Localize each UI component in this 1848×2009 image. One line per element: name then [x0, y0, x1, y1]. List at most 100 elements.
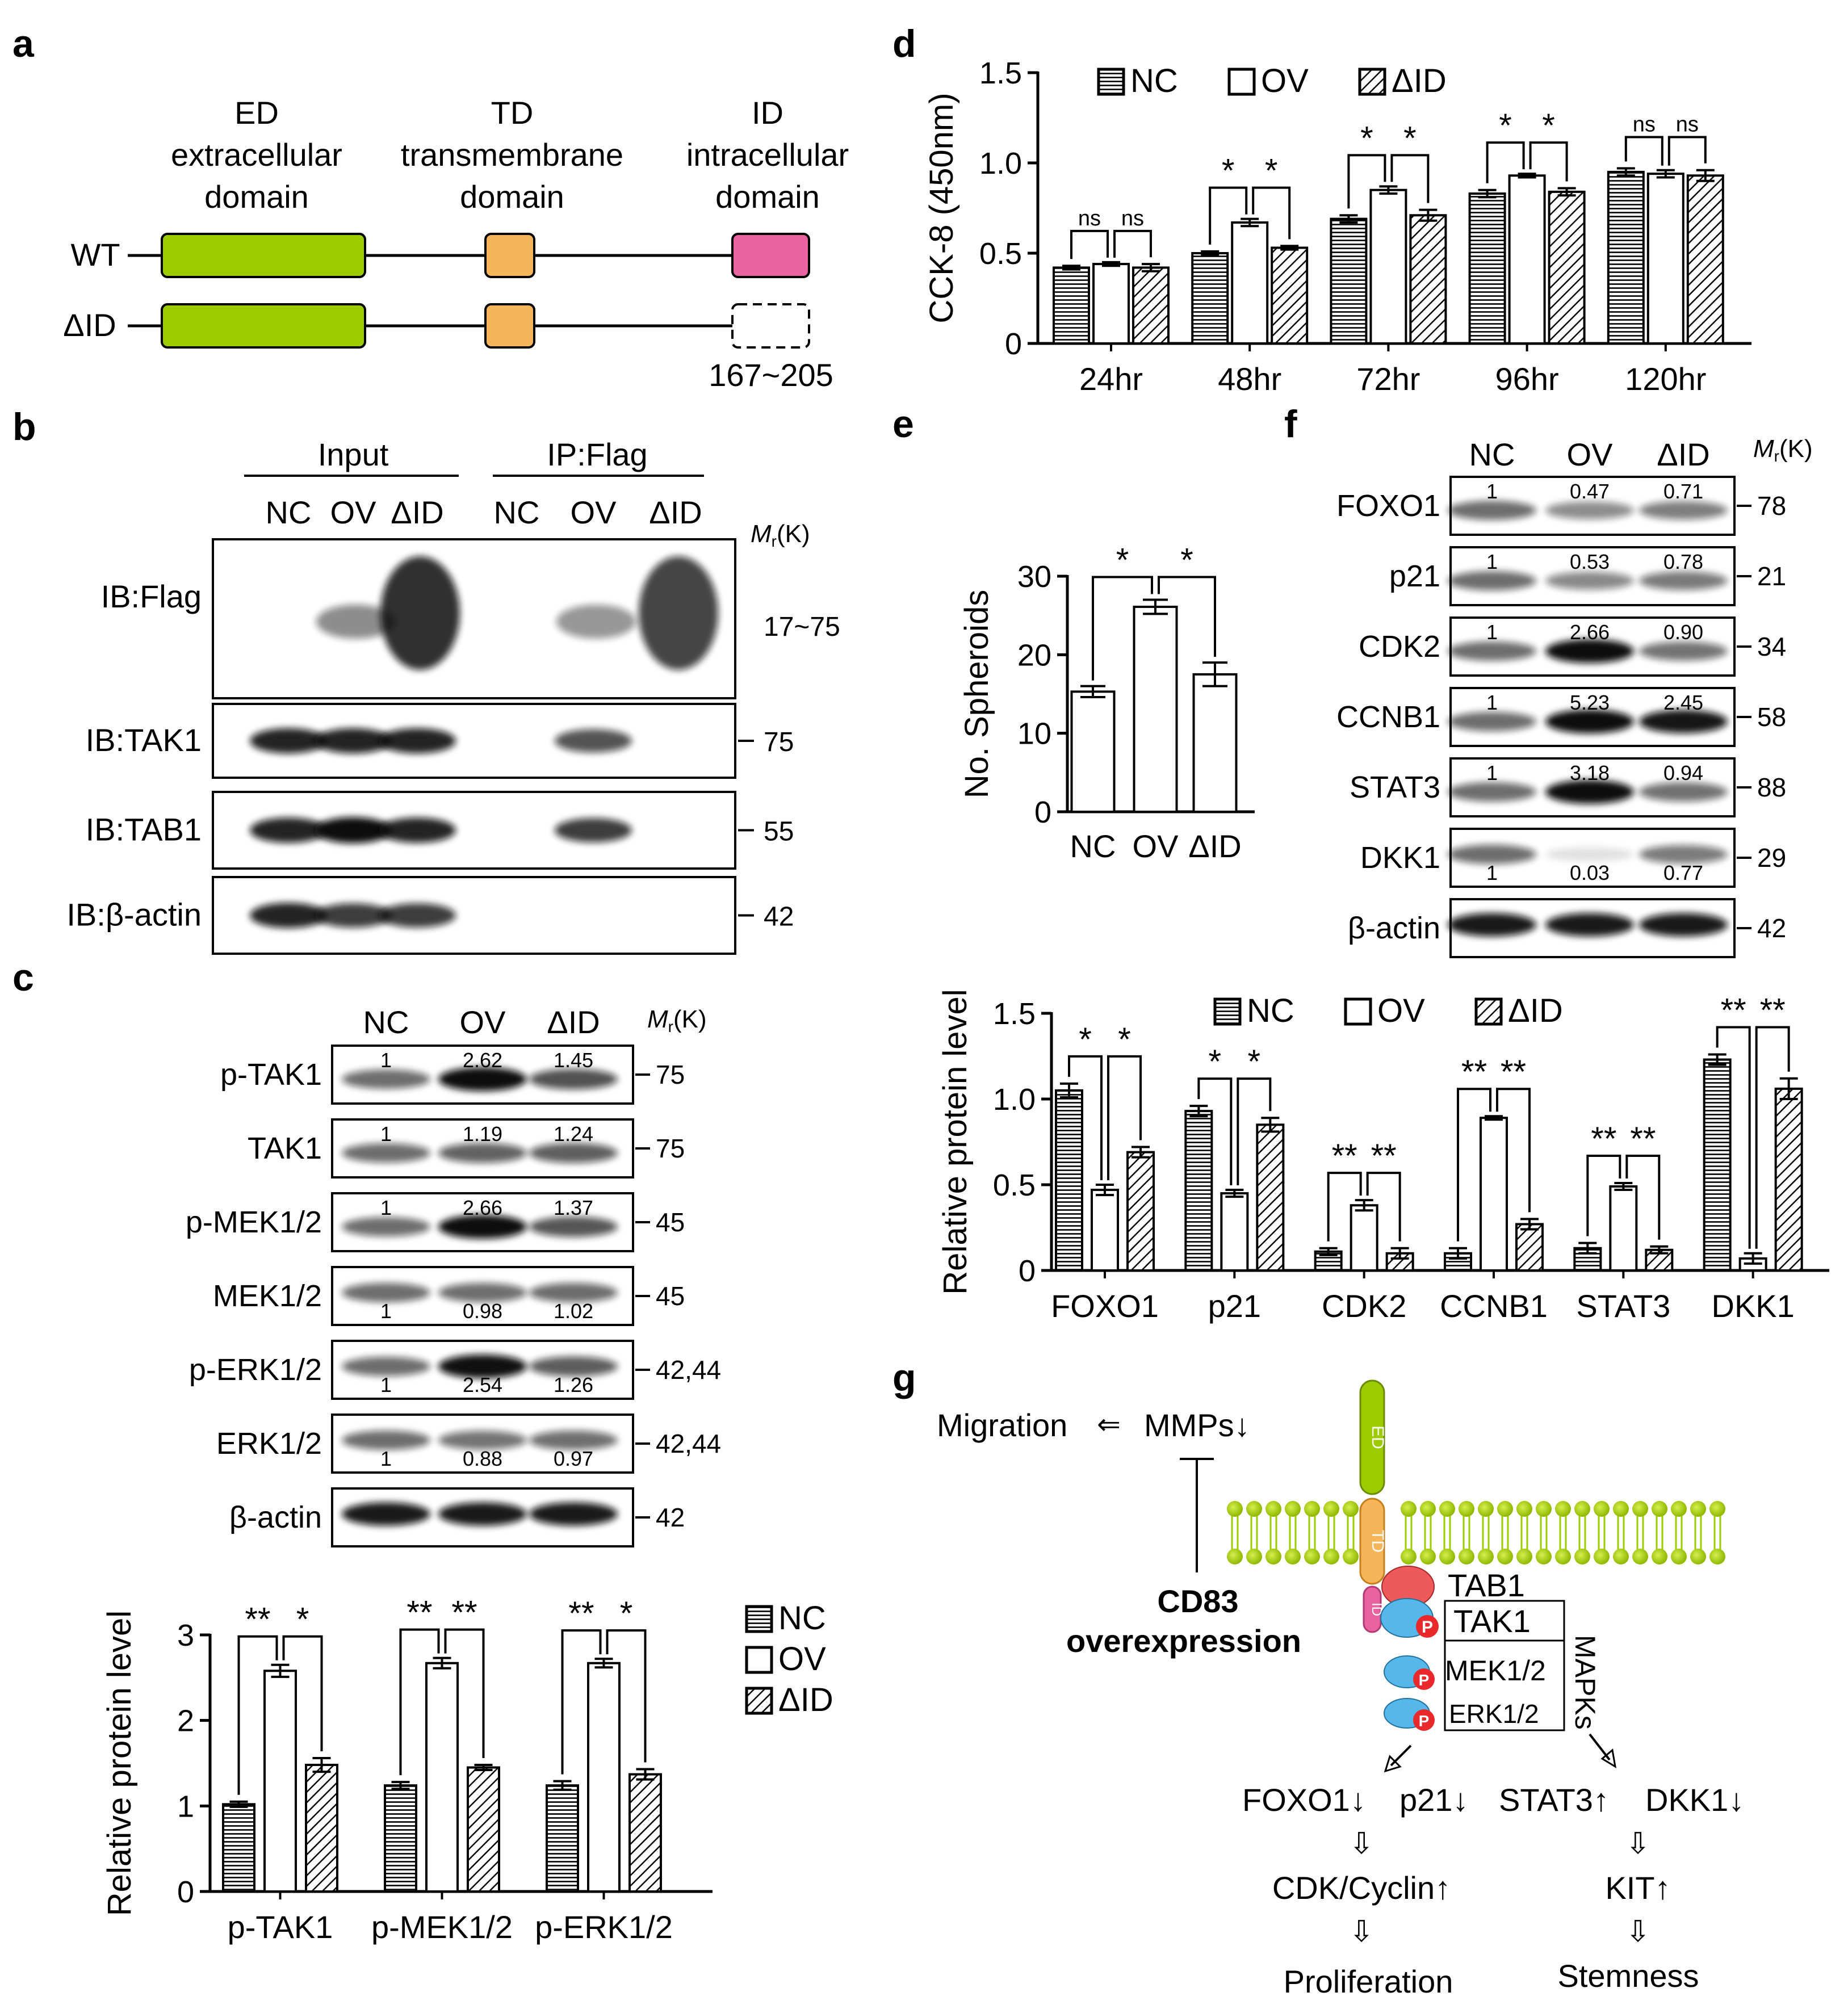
- panel-b-western: Input IP:Flag NC OV ΔID NC OV ΔID Mr(K) IB:Fl…: [66, 437, 840, 955]
- significance-label: *: [1222, 153, 1235, 190]
- panel-label-c: c: [12, 956, 34, 999]
- f-band: [1545, 780, 1634, 804]
- legend-label: ΔID: [1392, 62, 1447, 99]
- f-mr-value: 29: [1757, 843, 1786, 873]
- f-band: [1448, 782, 1536, 802]
- wt-id-box: [731, 233, 810, 278]
- lipid-head: [1555, 1549, 1571, 1565]
- c-mr-value: 45: [656, 1281, 685, 1311]
- lipid-head: [1265, 1549, 1281, 1565]
- bar: [1774, 1087, 1803, 1272]
- arrow-to-stemness: ⇩: [1625, 1915, 1650, 1948]
- tab1-label: TAB1: [1448, 1567, 1525, 1603]
- lipid-head: [1265, 1501, 1281, 1517]
- c-quant-value: 0.88: [463, 1447, 502, 1470]
- c-band: [529, 1143, 618, 1163]
- significance-bracket: [561, 1629, 602, 1775]
- lipid-head: [1323, 1549, 1339, 1565]
- b-mr-value: 75: [764, 727, 794, 757]
- f-quant-value: 0.53: [1570, 550, 1610, 573]
- f-quant-value: 1: [1486, 480, 1498, 503]
- legend-label: NC: [1247, 992, 1294, 1029]
- dkk1-down-label: DKK1↓: [1645, 1782, 1744, 1818]
- arrow-to-foxo-shaft: [1390, 1744, 1412, 1767]
- b-lane-label: ΔID: [649, 494, 702, 530]
- c-band: [529, 1217, 618, 1237]
- domain-id-name: intracellular: [686, 137, 849, 173]
- bar: [587, 1662, 621, 1893]
- significance-bracket: [1366, 1172, 1401, 1242]
- tak1-label: TAK1: [1453, 1603, 1531, 1639]
- bar: [1091, 1189, 1119, 1272]
- mek-label: MEK1/2: [1445, 1655, 1546, 1687]
- c-quant-value: 1: [380, 1373, 392, 1396]
- lipid-head: [1516, 1501, 1532, 1517]
- y-tick-label: 1.0: [993, 1083, 1036, 1117]
- f-mr-value: 42: [1757, 913, 1786, 943]
- bar: [1184, 1110, 1213, 1272]
- legend-swatch: [745, 1646, 773, 1674]
- f-band: [1448, 501, 1536, 520]
- f-quant-value: 1: [1486, 861, 1498, 884]
- lipid-head: [1497, 1501, 1513, 1517]
- y-tick-label: 3: [177, 1618, 194, 1653]
- bar: [1220, 1192, 1249, 1272]
- significance-bracket: [1390, 154, 1430, 203]
- c-band: [342, 1431, 430, 1450]
- bar: [467, 1766, 500, 1893]
- cd83-td-segment: [1359, 1498, 1385, 1585]
- bar: [1350, 1204, 1378, 1272]
- c-quant-value: 1.37: [554, 1196, 593, 1219]
- x-tick-label: NC: [1070, 828, 1116, 864]
- group-ip-label: IP:Flag: [547, 437, 647, 472]
- panel-b-lane-labels: NC OV ΔID NC OV ΔID: [266, 494, 702, 530]
- b-band: [315, 903, 392, 928]
- b-band: [316, 605, 396, 639]
- b-band: [315, 728, 392, 754]
- b-lane-label: ΔID: [391, 494, 443, 530]
- b-band: [379, 728, 456, 754]
- f-quant-value: 0.03: [1570, 861, 1610, 884]
- f-band: [1448, 913, 1536, 937]
- f-band: [1639, 710, 1728, 733]
- lipid-head: [1671, 1549, 1687, 1565]
- lipid-head: [1574, 1501, 1590, 1517]
- x-tick-label: 96hr: [1495, 361, 1559, 397]
- significance-label: **: [1760, 992, 1786, 1029]
- did-td-box: [484, 303, 535, 349]
- significance-label: **: [1721, 992, 1746, 1029]
- f-mr-value: 34: [1757, 632, 1786, 661]
- c-mr-value: 42,44: [656, 1355, 721, 1385]
- f-band: [1639, 845, 1728, 864]
- significance-bracket: [1327, 1172, 1362, 1242]
- significance-label: **: [245, 1601, 270, 1638]
- legend-swatch: [1227, 68, 1256, 96]
- b-band: [556, 605, 636, 639]
- panel-f-lane-labels: NC OV ΔID: [1469, 437, 1710, 472]
- f-blot-label: FOXO1: [1336, 489, 1440, 523]
- c-mr-value: 42: [656, 1503, 685, 1532]
- c-band: [438, 1431, 527, 1450]
- cdk-cyclin-up-label: CDK/Cyclin↑: [1272, 1870, 1451, 1906]
- f-band: [1448, 571, 1536, 590]
- domain-td-suffix: domain: [460, 179, 564, 215]
- c-band: [438, 1067, 527, 1091]
- significance-label: ns: [1633, 113, 1656, 137]
- did-deleted-box: [731, 303, 810, 349]
- lipid-head: [1594, 1501, 1610, 1517]
- significance-bracket: [1667, 136, 1707, 166]
- f-mr-value: 58: [1757, 702, 1786, 732]
- arrow-to-foxo-head: [1384, 1755, 1402, 1773]
- b-band: [555, 729, 632, 753]
- b-mr-value: 17~75: [764, 612, 840, 642]
- domain-ed-name: extracellular: [171, 137, 342, 173]
- mapk-box: [1444, 1600, 1565, 1731]
- panel-label-e: e: [892, 402, 914, 446]
- f-band: [1639, 782, 1728, 802]
- migration-label: Migration: [937, 1407, 1067, 1443]
- f-quant-value: 3.18: [1570, 761, 1610, 785]
- b-blot-frame: [212, 703, 736, 779]
- lipid-head: [1690, 1549, 1706, 1565]
- lipid-head: [1594, 1549, 1610, 1565]
